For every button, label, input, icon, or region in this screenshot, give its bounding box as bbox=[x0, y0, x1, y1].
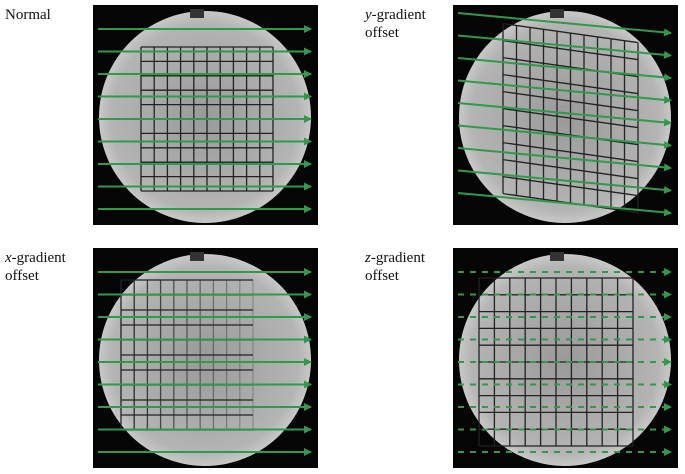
arrow bbox=[457, 34, 672, 59]
grid-line bbox=[503, 158, 638, 180]
grid-line bbox=[503, 141, 638, 163]
notch bbox=[550, 9, 564, 18]
arrow bbox=[457, 147, 672, 172]
mri-image bbox=[453, 248, 678, 468]
arrow bbox=[457, 124, 672, 149]
panel-label: y-gradient offset bbox=[365, 6, 450, 42]
grid-line bbox=[503, 39, 638, 61]
arrow bbox=[457, 102, 672, 127]
mri-image bbox=[93, 248, 318, 468]
notch bbox=[550, 252, 564, 261]
label-text: -gradient offset bbox=[5, 250, 66, 284]
label-text: Normal bbox=[5, 7, 51, 23]
grid-line bbox=[503, 22, 638, 44]
phantom bbox=[99, 11, 311, 223]
phantom bbox=[459, 254, 671, 466]
notch bbox=[190, 9, 204, 18]
notch bbox=[190, 252, 204, 261]
mri-image bbox=[93, 5, 318, 225]
mri-image bbox=[453, 5, 678, 225]
panel-label: z-gradient offset bbox=[365, 249, 450, 285]
label-variable: x bbox=[5, 250, 12, 266]
grid-line bbox=[503, 175, 638, 197]
grid-line bbox=[503, 73, 638, 95]
arrow bbox=[457, 57, 672, 82]
panel-label: Normal bbox=[5, 6, 90, 24]
arrow bbox=[457, 192, 672, 217]
grid-line bbox=[503, 107, 638, 129]
arrow bbox=[457, 12, 672, 37]
label-variable: y bbox=[365, 7, 372, 23]
arrow bbox=[457, 169, 672, 194]
phantom bbox=[99, 254, 311, 466]
label-variable: z bbox=[365, 250, 371, 266]
arrow bbox=[457, 79, 672, 104]
grid bbox=[502, 22, 639, 214]
panel-label: x-gradient offset bbox=[5, 249, 90, 285]
label-text: -gradient offset bbox=[365, 7, 426, 41]
label-text: -gradient offset bbox=[365, 250, 425, 284]
grid-line bbox=[503, 90, 638, 112]
